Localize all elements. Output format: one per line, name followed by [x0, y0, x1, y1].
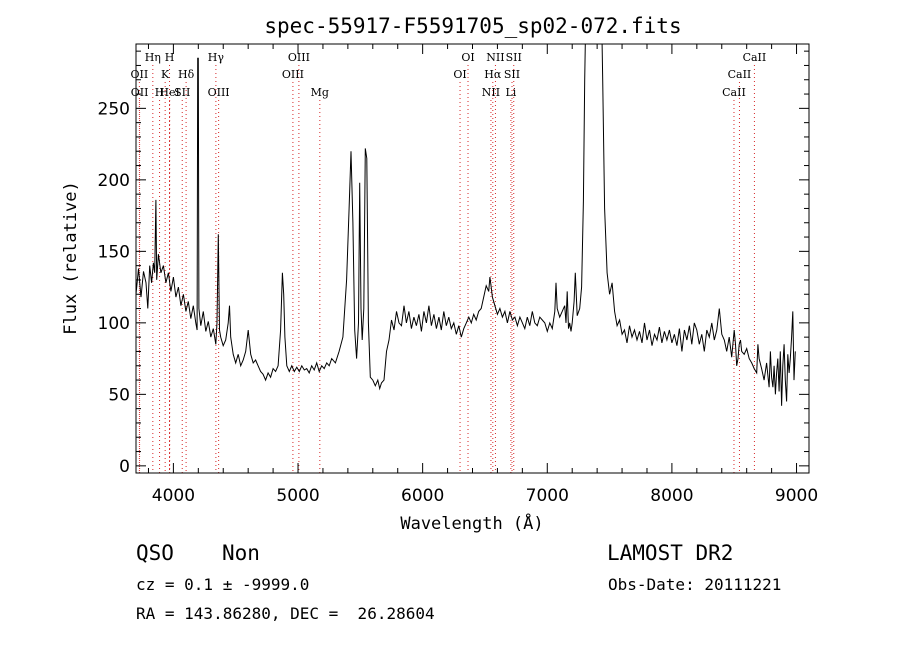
x-tick-label: 6000 — [401, 486, 444, 506]
y-tick-label: 50 — [108, 385, 130, 405]
x-tick-label: 5000 — [276, 486, 319, 506]
line-label-10: OIII — [208, 86, 230, 99]
redshift-cz: cz = 0.1 ± -9999.0 — [136, 575, 310, 594]
line-label-16: NII — [482, 86, 500, 99]
line-label-6: HeI — [159, 86, 179, 99]
x-axis-ticks: 4000 5000 6000 7000 8000 9000 — [147, 44, 818, 506]
line-label-1: OII — [131, 86, 149, 99]
line-label-9: Hγ — [208, 51, 225, 64]
line-label-15: OI — [461, 51, 474, 64]
line-label-2: Hη — [145, 51, 161, 64]
line-label-5: H — [165, 51, 175, 64]
line-label-18: NII — [486, 51, 504, 64]
line-label-22: CaII — [722, 86, 746, 99]
x-axis-label: Wavelength (Å) — [400, 512, 543, 534]
obs-date: Obs-Date: 20111221 — [608, 575, 782, 594]
chart-title: spec-55917-F5591705_sp02-072.fits — [264, 14, 681, 38]
line-label-21: SII — [506, 51, 522, 64]
x-tick-label: 9000 — [775, 486, 818, 506]
line-label-0: OII — [131, 68, 149, 81]
line-label-17: Hα — [484, 68, 502, 81]
line-label-14: OI — [453, 68, 466, 81]
spectrum-line — [135, 43, 796, 406]
line-label-24: CaII — [743, 51, 767, 64]
line-label-12: OIII — [288, 51, 310, 64]
y-axis-ticks: 0 50 100 150 200 250 — [98, 50, 809, 477]
line-label-11: OIII — [282, 68, 304, 81]
line-label-19: SII — [504, 68, 520, 81]
object-subclass: Non — [222, 541, 260, 565]
line-label-7: SII — [174, 86, 190, 99]
y-tick-label: 250 — [98, 99, 130, 119]
line-label-23: CaII — [728, 68, 752, 81]
spectral-line-labels: OIIOIIHηHKHHeISIIHδHγOIIIOIIIOIIIMgOIOIN… — [131, 51, 767, 99]
x-tick-label: 7000 — [526, 486, 569, 506]
plot-frame — [135, 43, 810, 474]
x-tick-label: 4000 — [152, 486, 195, 506]
line-label-4: K — [161, 68, 170, 81]
y-tick-label: 150 — [98, 242, 130, 262]
y-tick-label: 0 — [119, 457, 130, 477]
survey-name: LAMOST DR2 — [607, 541, 734, 565]
y-tick-label: 100 — [98, 314, 130, 334]
line-label-13: Mg — [311, 86, 329, 99]
line-label-8: Hδ — [178, 68, 195, 81]
y-axis-label: Flux (relative) — [61, 181, 81, 335]
x-tick-label: 8000 — [650, 486, 693, 506]
ra-dec: RA = 143.86280, DEC = 26.28604 — [136, 604, 435, 623]
line-label-3: H — [155, 86, 165, 99]
y-tick-label: 200 — [98, 171, 130, 191]
spectral-line-markers — [138, 65, 755, 473]
line-label-20: Li — [505, 86, 516, 99]
object-class: QSO — [136, 541, 174, 565]
